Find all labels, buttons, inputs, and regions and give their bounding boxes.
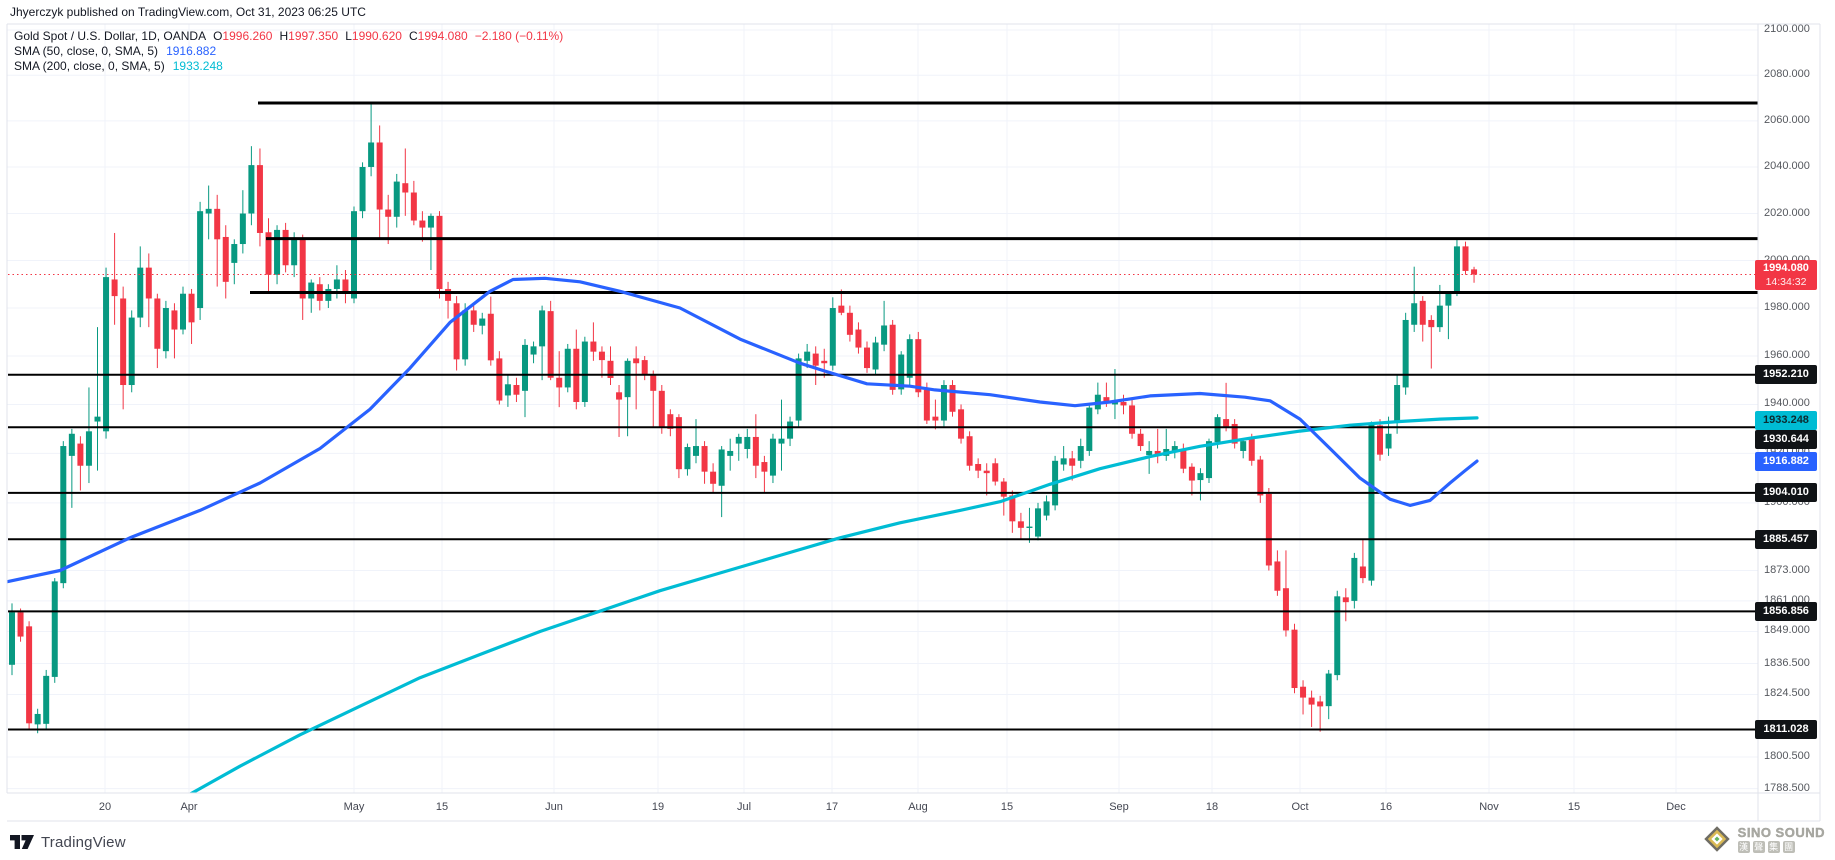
level-price-badge: 1904.010 — [1755, 483, 1817, 503]
time-tick-label: Dec — [1666, 801, 1686, 813]
horizontal-levels[interactable] — [8, 101, 1758, 731]
ohlc-high: H1997.350 — [279, 29, 339, 43]
price-tick-label: 1980.000 — [1764, 301, 1810, 314]
price-tick-label: 2100.000 — [1764, 23, 1810, 35]
bar-countdown: 14:34:32 — [1765, 276, 1807, 289]
sma50-label: SMA (50, close, 0, SMA, 5) — [14, 44, 159, 58]
time-tick-label: Aug — [908, 801, 928, 813]
moving-averages — [7, 276, 1479, 793]
symbol-legend-row[interactable]: Gold Spot / U.S. Dollar, 1D, OANDA O1996.… — [14, 29, 563, 44]
price-tick-label: 1849.000 — [1764, 624, 1810, 637]
watermark-char: 集 — [1767, 841, 1780, 853]
price-tick-label: 1873.000 — [1764, 563, 1810, 576]
tradingview-branding[interactable]: TradingView — [10, 833, 126, 852]
time-tick-label: Apr — [180, 801, 198, 813]
time-tick-label: 18 — [1205, 801, 1219, 813]
candlestick-series — [9, 103, 1478, 734]
level-price-badge: 1930.644 — [1755, 429, 1817, 449]
tradingview-logo-icon — [10, 835, 34, 849]
price-tick-label: 1800.500 — [1764, 750, 1810, 763]
sma200-label: SMA (200, close, 0, SMA, 5) — [14, 59, 165, 73]
time-tick-label: Oct — [1291, 801, 1309, 813]
price-tick-label: 1788.500 — [1764, 781, 1810, 794]
sma200-value: 1933.248 — [172, 59, 223, 73]
time-tick-label: Jul — [736, 801, 752, 813]
level-price-badge: 1916.882 — [1755, 451, 1817, 471]
time-tick-label: May — [343, 801, 365, 813]
watermark-char: 聲 — [1752, 841, 1765, 853]
sma200-legend-row[interactable]: SMA (200, close, 0, SMA, 5) 1933.248 — [14, 59, 563, 74]
publish-attribution: Jhyerczyk published on TradingView.com, … — [10, 5, 366, 19]
sma50-legend-row[interactable]: SMA (50, close, 0, SMA, 5) 1916.882 — [14, 44, 563, 59]
time-tick-label: 15 — [1000, 801, 1014, 813]
symbol-title: Gold Spot / U.S. Dollar, 1D, OANDA — [14, 29, 207, 43]
price-tick-label: 2020.000 — [1764, 206, 1810, 219]
current-price-badge: 1994.080 14:34:32 — [1755, 260, 1817, 291]
change-value: −2.180 (−0.11%) — [474, 29, 564, 43]
sino-sound-diamond-icon — [1703, 826, 1730, 852]
time-tick-label: 19 — [651, 801, 665, 813]
sma50-value: 1916.882 — [166, 44, 217, 58]
watermark-title: SINO SOUND — [1737, 825, 1825, 840]
watermark-subtitle: 漢聲集團 — [1737, 841, 1825, 853]
ohlc-low: L1990.620 — [345, 29, 402, 43]
gridlines — [7, 24, 1758, 793]
level-price-badge: 1811.028 — [1755, 720, 1817, 739]
ohlc-close: C1994.080 — [408, 29, 468, 43]
tradingview-logo-text: TradingView — [41, 834, 126, 851]
watermark-char: 漢 — [1737, 841, 1750, 853]
chart-legend: Gold Spot / U.S. Dollar, 1D, OANDA O1996.… — [14, 29, 563, 74]
sino-sound-watermark: SINO SOUND 漢聲集團 — [1700, 822, 1825, 856]
level-price-badge: 1952.210 — [1755, 365, 1817, 385]
price-tick-label: 2060.000 — [1764, 113, 1810, 126]
time-tick-label: 15 — [435, 801, 449, 813]
chart-frame — [6, 23, 1821, 822]
price-tick-label: 1836.500 — [1764, 656, 1810, 669]
price-tick-label: 2040.000 — [1764, 159, 1810, 172]
watermark-char: 團 — [1782, 841, 1795, 853]
time-tick-label: 15 — [1567, 801, 1581, 813]
ohlc-open: O1996.260 — [213, 29, 273, 43]
time-tick-label: Jun — [545, 801, 563, 813]
level-price-badge: 1933.248 — [1755, 411, 1817, 431]
price-tick-label: 2080.000 — [1764, 68, 1810, 81]
level-price-badge: 1885.457 — [1755, 529, 1817, 549]
level-price-badge: 1856.856 — [1755, 601, 1817, 621]
time-tick-label: Sep — [1109, 801, 1129, 813]
time-tick-label: Nov — [1479, 801, 1499, 813]
price-tick-label: 1940.000 — [1764, 397, 1810, 410]
time-tick-label: 20 — [98, 801, 112, 813]
price-tick-label: 1824.500 — [1764, 687, 1810, 700]
time-tick-label: 16 — [1379, 801, 1393, 813]
time-tick-label: 17 — [825, 801, 839, 813]
price-tick-label: 1960.000 — [1764, 348, 1810, 361]
